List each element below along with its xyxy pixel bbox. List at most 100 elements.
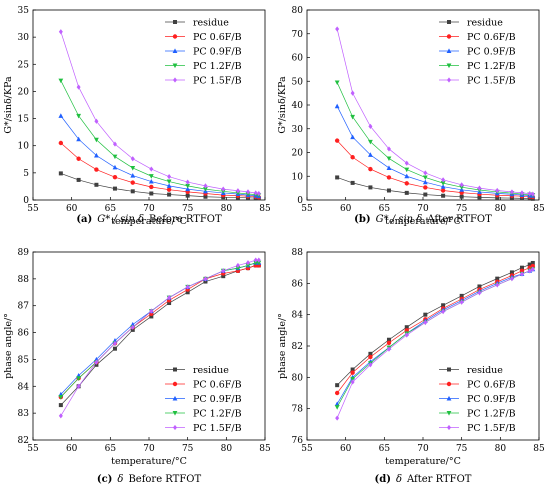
y-axis-label: phase angle/° [277,313,288,379]
data-point [149,314,154,319]
data-point [167,192,172,197]
y-tick-label: 76 [292,436,304,446]
data-point [386,175,392,180]
data-point [368,152,373,157]
legend-marker [172,411,178,416]
legend: residue PC 0.6F/B PC 0.9F/B PC 1.2F/B PC 1.5… [165,365,242,434]
data-point [245,260,250,266]
legend-label: residue [467,18,503,29]
data-point [130,165,136,171]
data-point [334,138,340,143]
data-point [386,346,391,352]
panel-caption: (d) δ After RTFOT [375,474,472,485]
data-point [459,182,464,188]
series-4 [335,266,535,421]
data-point [130,172,136,178]
legend-label: residue [193,365,229,376]
data-point [58,413,63,419]
legend-label: PC 1.2F/B [193,409,242,420]
legend-marker [172,34,178,39]
series-4 [335,26,535,197]
panel-3: 55 60 65 70 75 80 85 76 78 80 82 84 86 88 temperature/… [277,248,545,485]
data-point [350,367,355,372]
data-point [94,182,99,187]
y-tick-label: 50 [292,77,304,87]
data-point [459,299,464,305]
series-line [336,265,533,394]
series-1 [334,263,536,396]
data-point [509,196,514,201]
series-line [60,262,259,398]
legend-marker [446,63,452,69]
data-point [185,186,191,192]
data-point [112,141,117,147]
data-point [404,160,409,166]
series-1 [334,138,536,200]
data-point [477,290,482,296]
data-point [58,78,64,84]
x-tick-label: 75 [456,204,468,214]
data-point [149,191,154,196]
data-point [221,268,226,274]
y-tick-label: 10 [18,142,30,152]
caption-text: Before RTFOT [149,214,222,225]
panel-1: 55 60 65 70 75 80 85 0 10 20 30 40 50 60 70 80 temperatu… [277,6,545,227]
data-point [477,195,482,200]
y-tick-label: 88 [292,248,304,258]
data-point [166,187,172,192]
data-point [235,262,240,269]
data-point [245,189,250,195]
data-point [76,113,82,119]
legend-marker [172,48,178,53]
legend-label: PC 0.6F/B [467,32,516,43]
legend-label: PC 0.6F/B [193,380,242,391]
data-point [166,179,172,185]
data-point [185,193,190,198]
caption-text: After RTFOT [426,214,492,225]
data-point [441,193,446,198]
panel-0: 55 60 65 70 75 80 85 0 5 10 15 20 25 30 35 temperature/… [3,6,271,227]
y-tick-label: 84 [292,311,304,321]
x-tick-label: 55 [301,444,313,454]
y-tick-label: 80 [292,373,304,383]
x-tick-label: 55 [27,444,39,454]
data-point [530,260,535,265]
data-point [112,340,117,346]
y-tick-label: 0 [23,196,29,206]
data-point [112,164,118,170]
y-tick-label: 5 [23,169,29,179]
data-point [440,184,446,189]
legend-marker [447,20,451,24]
x-tick-label: 80 [495,444,507,454]
data-point [368,123,373,129]
data-point [130,180,135,185]
data-point [350,134,356,140]
data-point [350,90,355,96]
caption-label: (d) [375,474,391,485]
data-point [76,156,81,161]
data-point [509,189,514,195]
data-point [221,274,226,279]
data-point [495,282,500,288]
series-line [336,268,533,419]
series-line [60,173,259,199]
data-point [423,192,428,197]
legend-label: residue [193,18,229,29]
series-0 [335,260,535,388]
data-point [386,340,392,346]
y-tick-label: 86 [292,279,304,289]
y-tick-label: 83 [18,409,30,419]
x-tick-label: 55 [301,204,313,214]
x-axis-label: temperature/°C [111,456,187,467]
series-line [60,262,259,395]
data-point [368,362,373,368]
data-point [167,295,172,301]
data-point [386,146,391,152]
caption-label: (b) [354,214,370,225]
data-point [459,293,464,298]
x-tick-label: 65 [105,444,117,454]
data-point [423,312,428,317]
data-point [334,80,340,86]
data-point [404,167,410,173]
data-point [530,263,536,269]
